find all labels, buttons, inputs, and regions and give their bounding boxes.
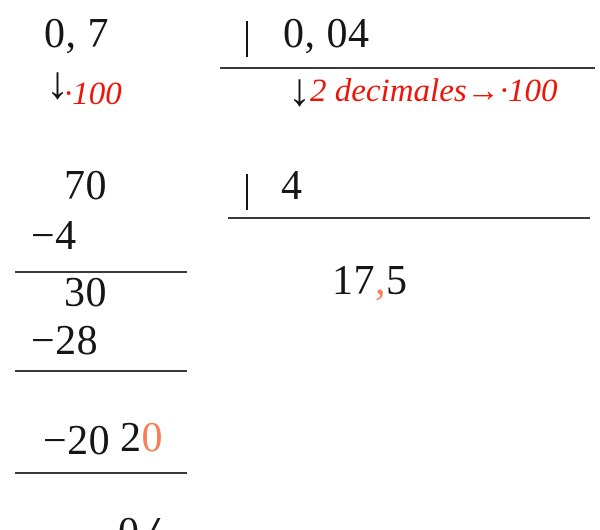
original-dividend: 0, 7 <box>44 11 109 57</box>
remainder-line-3 <box>15 472 187 474</box>
remainder-zero: 0 <box>118 510 140 530</box>
done-slash-mark: / <box>143 512 161 530</box>
divisor-separator-bar-top <box>246 21 248 57</box>
multiply-by-100-label-left: ·100 <box>64 76 122 112</box>
converted-dividend: 70 <box>64 163 107 209</box>
quotient-decimal-comma: , <box>375 258 386 304</box>
down-arrow-icon: ↓ <box>288 64 311 115</box>
two-decimales-label-right: 2 decimales→·100 <box>310 73 558 109</box>
remainder-line-1 <box>15 271 187 273</box>
quotient-decimal: 5 <box>386 258 408 304</box>
subtract-step-2: −28 <box>31 318 99 364</box>
quotient-integer: 17 <box>332 258 375 304</box>
remainder-2-digit: 2 <box>120 415 142 461</box>
converted-divisor: 4 <box>281 163 303 209</box>
remainder-1: 30 <box>64 270 107 316</box>
quotient: 17,5 <box>288 218 408 344</box>
remainder-line-2 <box>15 370 187 372</box>
division-bar-mid <box>228 217 590 219</box>
final-remainder: 0/ <box>74 470 160 530</box>
remainder-2: 20 <box>76 375 163 501</box>
divisor-separator-bar-mid <box>246 174 248 210</box>
original-divisor: 0, 04 <box>283 11 370 57</box>
subtract-step-3: −20 <box>43 418 111 464</box>
division-bar-top <box>220 67 595 69</box>
subtract-step-1: −4 <box>31 213 77 259</box>
appended-zero: 0 <box>141 415 163 461</box>
down-arrow-icon: ↓ <box>46 57 69 108</box>
